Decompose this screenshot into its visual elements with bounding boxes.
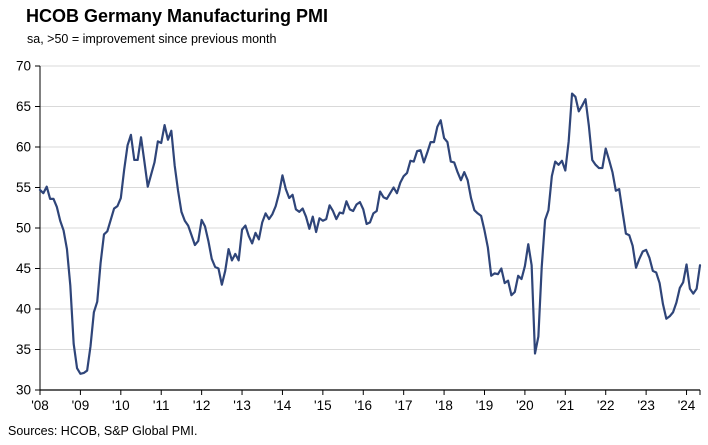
chart-source: Sources: HCOB, S&P Global PMI.: [8, 424, 198, 438]
x-axis-label: '16: [354, 398, 372, 413]
y-axis-label: 50: [16, 221, 31, 236]
chart-subtitle: sa, >50 = improvement since previous mon…: [27, 32, 277, 46]
y-gridlines: [40, 65, 700, 350]
x-axis-label: '15: [314, 398, 332, 413]
x-axis-label: '24: [678, 398, 696, 413]
y-axis-label: 55: [16, 180, 31, 195]
x-axis-label: '10: [112, 398, 130, 413]
y-axis-label: 40: [16, 302, 31, 317]
x-axis-labels: '08 '09 '10 '11 '12 '13 '14 '15 '16 '17 '18 '19 '20 '…: [31, 398, 696, 413]
chart-title: HCOB Germany Manufacturing PMI: [26, 6, 329, 26]
x-axis-label: '19: [476, 398, 494, 413]
y-axis-labels: 30 35 40 45 50 55 60 65 70: [16, 59, 31, 398]
x-axis-label: '11: [153, 398, 170, 413]
y-axis-label: 60: [16, 140, 31, 155]
x-axis-label: '17: [395, 398, 413, 413]
x-axis-label: '13: [233, 398, 251, 413]
x-axis-label: '08: [31, 398, 49, 413]
x-axis-label: '23: [637, 398, 655, 413]
x-axis-label: '21: [557, 398, 575, 413]
x-axis-label: '20: [516, 398, 534, 413]
y-axis-label: 65: [16, 99, 31, 114]
x-axis-label: '14: [274, 398, 292, 413]
x-axis-label: '09: [72, 398, 90, 413]
y-axis-label: 30: [16, 383, 31, 398]
x-axis-label: '18: [435, 398, 453, 413]
x-axis-label: '12: [193, 398, 211, 413]
x-axis-label: '22: [597, 398, 615, 413]
y-axis-label: 70: [16, 59, 31, 74]
y-axis-label: 45: [16, 261, 31, 276]
y-axis-label: 35: [16, 342, 31, 357]
x-axis-ticks: [39, 390, 701, 395]
pmi-series-line: [38, 92, 702, 375]
y-axis-ticks: [35, 65, 40, 391]
